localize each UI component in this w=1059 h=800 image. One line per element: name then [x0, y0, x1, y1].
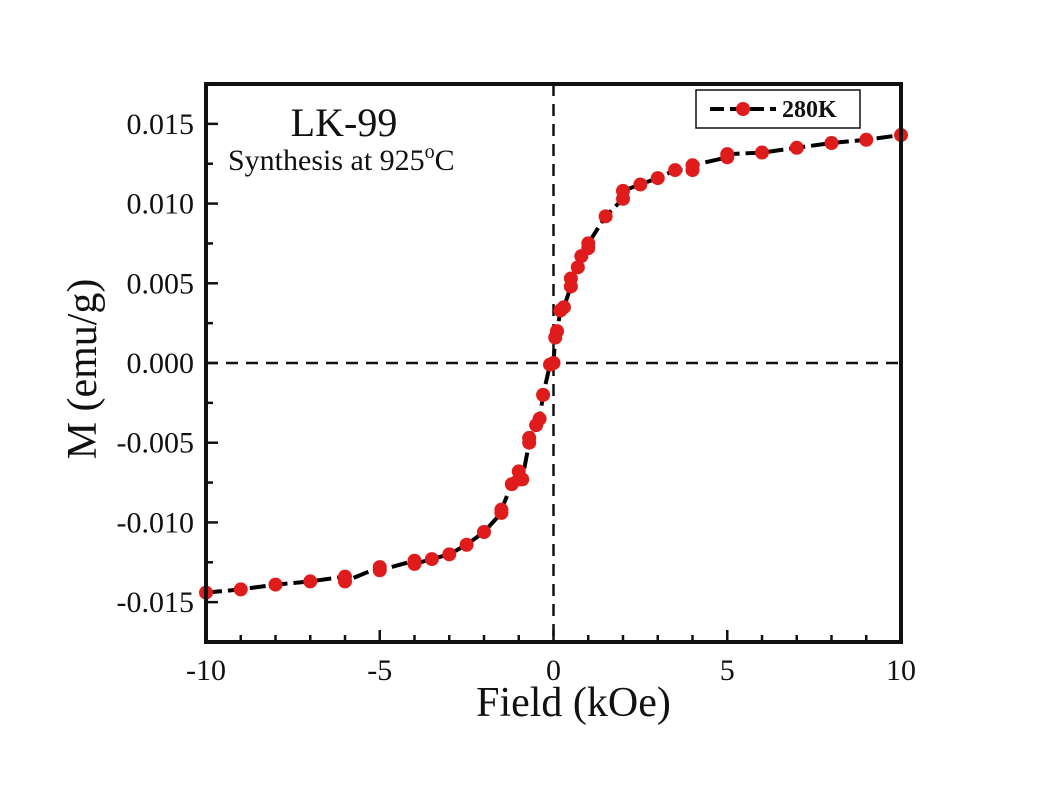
- legend: 280K: [695, 89, 861, 129]
- synthesis-text: Synthesis at 925: [228, 144, 425, 177]
- data-point: [824, 135, 839, 150]
- data-point: [581, 236, 596, 251]
- data-point: [633, 177, 648, 192]
- y-tick-label: -0.010: [117, 506, 195, 539]
- data-point: [477, 524, 491, 539]
- legend-label-280k: 280K: [782, 97, 837, 123]
- x-axis-title: Field (kOe): [476, 680, 671, 726]
- x-tick-label: 5: [720, 654, 735, 687]
- data-point: [515, 472, 530, 487]
- data-point: [338, 574, 352, 589]
- data-point: [570, 260, 585, 275]
- data-point: [233, 582, 248, 597]
- data-point: [424, 552, 439, 567]
- data-point: [459, 537, 474, 552]
- data-point: [303, 574, 318, 589]
- data-point: [546, 356, 561, 370]
- data-point: [536, 387, 551, 402]
- data-point: [789, 140, 804, 155]
- data-point: [668, 163, 683, 178]
- data-point: [685, 158, 700, 173]
- data-point: [556, 300, 571, 315]
- data-point: [549, 324, 564, 339]
- x-tick-label: -10: [186, 654, 226, 687]
- degree-superscript: o: [425, 141, 435, 163]
- y-tick-label: 0.015: [127, 108, 195, 141]
- data-point: [532, 411, 547, 426]
- y-tick-label: -0.015: [117, 586, 195, 619]
- y-tick-label: 0.005: [127, 267, 195, 300]
- data-point: [494, 502, 509, 517]
- data-point: [442, 547, 457, 562]
- data-point: [720, 147, 735, 162]
- data-point: [859, 132, 874, 147]
- x-tick-label: -5: [367, 654, 392, 687]
- synthesis-unit: C: [435, 144, 455, 177]
- sample-annotation: LK-99: [291, 100, 398, 145]
- data-point: [268, 577, 283, 592]
- data-point: [372, 563, 387, 578]
- data-point: [755, 145, 769, 160]
- x-tick-label: 10: [886, 654, 916, 687]
- data-point: [407, 556, 422, 571]
- y-tick-label: 0.010: [127, 188, 195, 221]
- series-layer: [199, 128, 908, 600]
- x-tick-label: 0: [546, 654, 561, 687]
- legend-marker: [736, 102, 750, 116]
- y-axis-title: M (emu/g): [60, 279, 106, 460]
- data-point: [616, 183, 630, 198]
- ticks-layer: [204, 82, 903, 642]
- data-point: [522, 430, 537, 445]
- legend-box: [695, 89, 861, 129]
- tick-labels: -10 -5 0 5 10 -0.015 -0.010 -0.005 0.000 0.005 0.0…: [117, 108, 917, 687]
- data-point: [598, 209, 613, 224]
- y-tick-label: 0.000: [127, 347, 195, 380]
- synthesis-annotation: Synthesis at 925oC: [228, 141, 455, 177]
- data-point: [650, 171, 665, 186]
- y-tick-label: -0.005: [117, 427, 195, 460]
- data-point: [563, 271, 578, 286]
